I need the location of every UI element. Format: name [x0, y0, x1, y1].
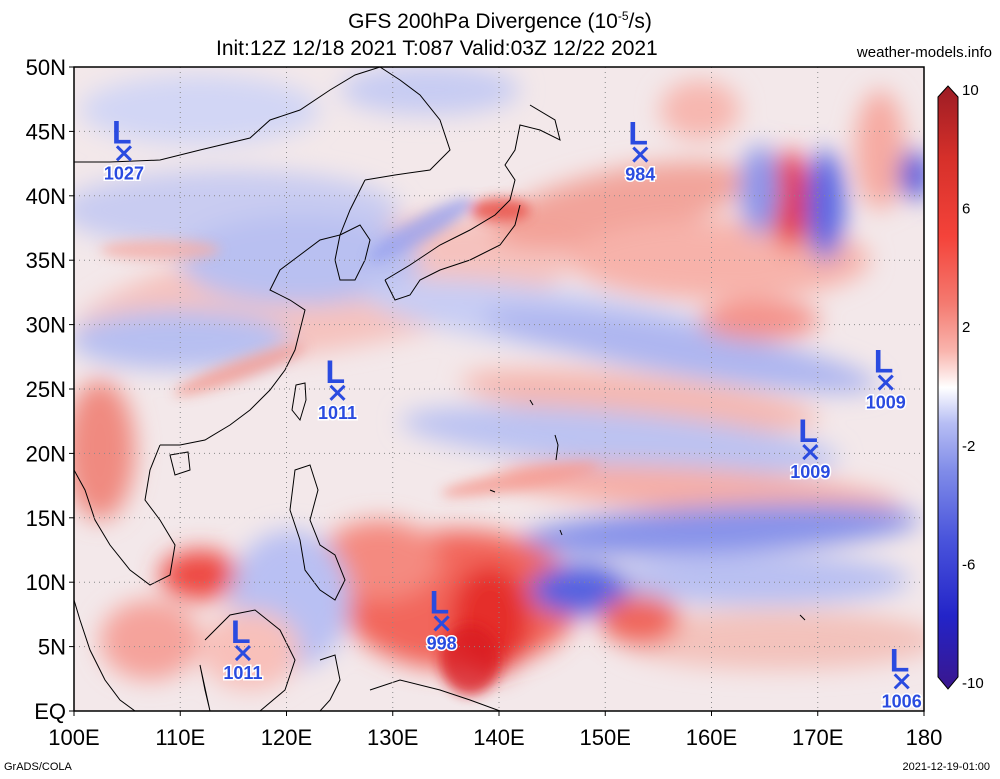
title-main: GFS 200hPa Divergence (10	[348, 10, 618, 33]
lat-tick-label: 25N	[26, 377, 66, 402]
low-pressure-value: 998	[427, 633, 457, 653]
lon-tick-label: 150E	[580, 725, 631, 750]
chart-title: GFS 200hPa Divergence (10-5/s)	[0, 9, 1000, 34]
divergence-field	[74, 67, 924, 711]
lat-tick-label: 15N	[26, 506, 66, 531]
low-center-x	[329, 384, 346, 401]
low-marker: L 984	[624, 116, 657, 187]
lat-tick-label: 45N	[26, 119, 66, 144]
low-letter: L	[874, 344, 894, 380]
low-pressure-markers: L 1027 L 984 L 1011 L 1009 L 1009 L 998 L 1011 L 1006	[102, 114, 923, 713]
timestamp-text: 2021-12-19-01:00	[902, 761, 990, 773]
low-pressure-value: 1009	[790, 462, 830, 482]
lon-tick-label: 180	[906, 725, 943, 750]
lon-tick-label: 160E	[686, 725, 737, 750]
colorbar-labels: 10 6 2 -2 -6 -10	[962, 82, 984, 692]
low-marker: L 1011	[222, 614, 264, 685]
low-marker: L 1009	[789, 413, 832, 484]
low-center-x	[433, 615, 450, 632]
low-letter: L	[231, 614, 251, 650]
lon-tick-label: 110E	[155, 725, 205, 750]
low-letter: L	[798, 413, 818, 449]
low-letter: L	[628, 116, 648, 152]
colorbar-tick-label: 6	[962, 201, 970, 218]
lat-tick-label: 30N	[26, 313, 66, 338]
low-letter: L	[326, 354, 346, 390]
coastlines	[74, 67, 806, 711]
lon-tick-label: 130E	[367, 725, 418, 750]
site-name: weather-models.info	[856, 44, 992, 61]
lat-tick-label: 5N	[38, 635, 66, 660]
low-pressure-value: 984	[625, 165, 655, 185]
lon-tick-label: 170E	[792, 725, 843, 750]
colorbar-tick-label: 10	[962, 82, 979, 99]
credit-text: GrADS/COLA	[4, 761, 72, 773]
title-unit: /s)	[628, 10, 652, 33]
low-marker: L 998	[425, 584, 458, 655]
low-center-x	[893, 673, 910, 690]
lat-tick-label: 20N	[26, 441, 66, 466]
lon-tick-label: 140E	[473, 725, 524, 750]
colorbar-tick-label: -10	[962, 675, 984, 692]
colorbar: 10 6 2 -2 -6 -10	[937, 82, 984, 692]
low-center-x	[115, 145, 132, 162]
lat-tick-label: 40N	[26, 184, 66, 209]
low-pressure-value: 1009	[866, 393, 906, 413]
low-pressure-value: 1011	[318, 403, 357, 423]
lon-tick-label: 100E	[48, 725, 99, 750]
low-letter: L	[890, 642, 910, 678]
low-marker: L 1009	[864, 344, 907, 415]
lon-tick-label: 120E	[261, 725, 312, 750]
low-pressure-value: 1011	[223, 663, 262, 683]
low-center-x	[234, 644, 251, 662]
colorbar-tick-label: 2	[962, 319, 970, 336]
low-pressure-value: 1006	[882, 691, 922, 711]
lat-tick-label: EQ	[34, 699, 66, 724]
low-letter: L	[112, 114, 132, 150]
low-marker: L 1027	[102, 114, 145, 185]
title-exponent: -5	[617, 9, 629, 23]
colorbar-bar	[937, 85, 959, 690]
colorbar-tick-label: -2	[962, 438, 975, 455]
low-letter: L	[430, 584, 450, 620]
lat-tick-label: 10N	[26, 570, 66, 595]
low-marker: L 1011	[316, 354, 358, 425]
low-marker: L 1006	[880, 642, 923, 713]
low-pressure-value: 1027	[104, 163, 144, 183]
low-center-x	[632, 146, 649, 163]
colorbar-tick-label: -6	[962, 556, 975, 573]
chart-subtitle: Init:12Z 12/18 2021 T:087 Valid:03Z 12/2…	[216, 37, 658, 60]
low-center-x	[877, 374, 894, 391]
lat-tick-label: 35N	[26, 248, 66, 273]
gridlines	[74, 67, 924, 711]
low-center-x	[802, 444, 819, 461]
lat-tick-label: 50N	[26, 55, 66, 80]
